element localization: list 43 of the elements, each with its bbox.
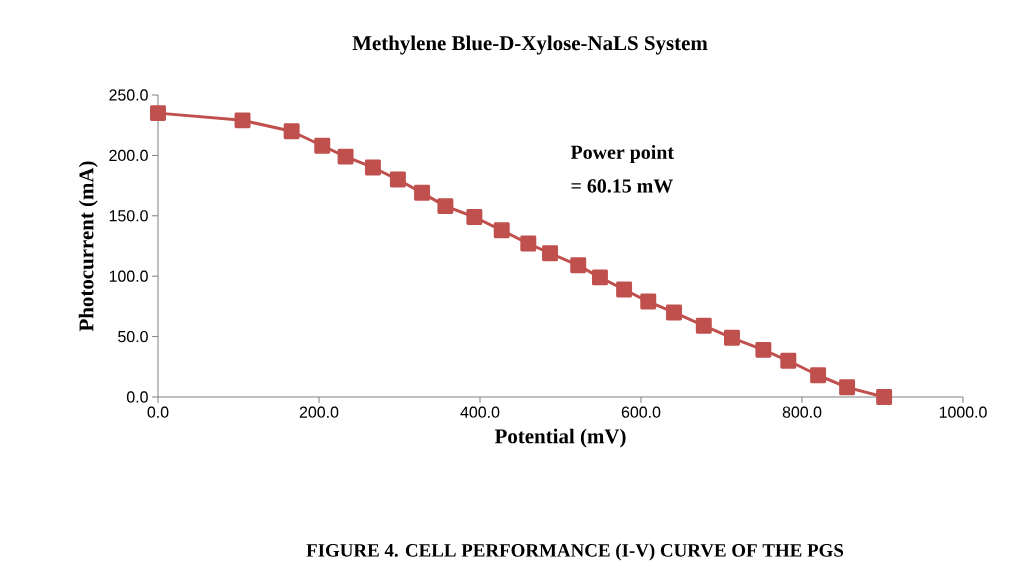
x-tick-label: 800.0 bbox=[782, 406, 822, 418]
point bbox=[876, 389, 893, 405]
y-tick-label: 150.0 bbox=[109, 210, 148, 222]
x-tick-label: 200.0 bbox=[299, 406, 339, 418]
point bbox=[234, 112, 251, 129]
annotation: Power point bbox=[570, 144, 674, 164]
point bbox=[389, 171, 406, 188]
x-tick-label: 1000.0 bbox=[939, 406, 987, 418]
point bbox=[755, 341, 772, 358]
y-tick-label: 200.0 bbox=[109, 149, 148, 162]
y-tick-label: 0.0 bbox=[126, 391, 148, 403]
point bbox=[570, 257, 587, 274]
point bbox=[839, 379, 856, 396]
point bbox=[695, 317, 712, 334]
y-axis-title: Photocurrent (mA) bbox=[78, 161, 98, 332]
point bbox=[466, 209, 483, 225]
caption: FIGURE 4. CELL PERFORMANCE (I-V) CURVE OF THE PGS bbox=[306, 543, 844, 561]
point bbox=[780, 352, 797, 369]
point bbox=[810, 367, 827, 384]
point bbox=[437, 198, 454, 215]
point bbox=[493, 222, 510, 239]
x-axis-title: Potential (mV) bbox=[494, 428, 626, 448]
point bbox=[666, 304, 682, 321]
y-tick-label: 50.0 bbox=[118, 330, 148, 343]
point bbox=[364, 159, 381, 176]
x-tick-label: 600.0 bbox=[621, 406, 661, 418]
point bbox=[337, 148, 354, 165]
x-tick-label: 400.0 bbox=[460, 406, 500, 418]
annotation: = 60.15 mW bbox=[571, 179, 673, 193]
point bbox=[414, 184, 431, 201]
point bbox=[283, 123, 300, 140]
point bbox=[640, 293, 657, 310]
chart-title: Methylene Blue-D-Xylose-NaLS System bbox=[352, 35, 708, 55]
point bbox=[150, 105, 166, 122]
y-tick-label: 100.0 bbox=[109, 270, 148, 282]
point bbox=[542, 245, 559, 262]
point bbox=[616, 281, 633, 298]
x-tick-label: 0.0 bbox=[147, 406, 169, 418]
point bbox=[520, 235, 537, 252]
point bbox=[591, 269, 608, 286]
point bbox=[724, 329, 740, 346]
point bbox=[314, 137, 331, 154]
y-tick-label: 250.0 bbox=[109, 89, 148, 101]
